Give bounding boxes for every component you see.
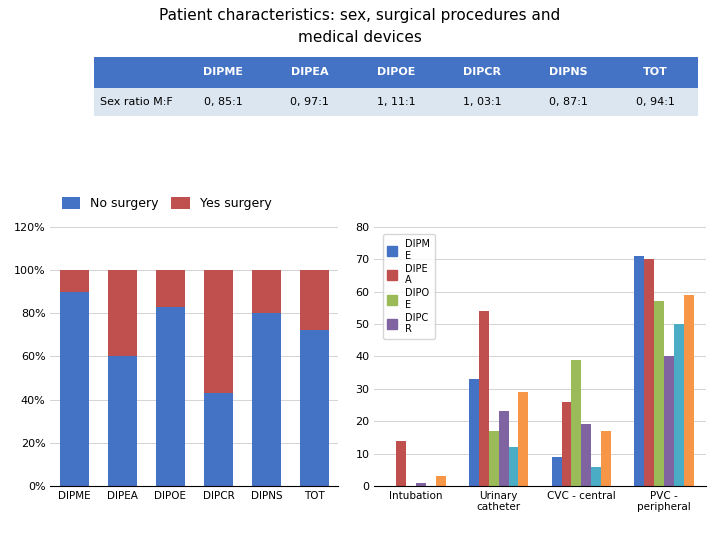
Bar: [396, 441, 406, 486]
Text: 1, 11:1: 1, 11:1: [377, 97, 415, 107]
Bar: [266, 57, 353, 88]
Text: DIPEA: DIPEA: [291, 68, 328, 77]
Bar: [266, 88, 353, 116]
Bar: [612, 57, 698, 88]
Bar: [601, 431, 611, 486]
Bar: [108, 356, 137, 486]
Bar: [252, 313, 281, 486]
Bar: [582, 424, 591, 486]
Text: DIPOE: DIPOE: [377, 68, 415, 77]
Bar: [180, 88, 266, 116]
Text: medical devices: medical devices: [298, 30, 422, 45]
Bar: [204, 270, 233, 393]
Bar: [654, 301, 665, 486]
Bar: [108, 270, 137, 356]
Bar: [526, 57, 612, 88]
Bar: [612, 88, 698, 116]
Bar: [156, 270, 185, 307]
Bar: [634, 256, 644, 486]
Bar: [60, 292, 89, 486]
Bar: [60, 270, 89, 292]
Text: TOT: TOT: [643, 68, 667, 77]
Bar: [94, 57, 180, 88]
Bar: [591, 467, 601, 486]
Bar: [644, 259, 654, 486]
Bar: [204, 393, 233, 486]
Bar: [156, 307, 185, 486]
Bar: [498, 411, 508, 486]
Text: Patient characteristics: sex, surgical procedures and: Patient characteristics: sex, surgical p…: [159, 8, 561, 23]
Text: 0, 87:1: 0, 87:1: [549, 97, 588, 107]
Bar: [436, 476, 446, 486]
Bar: [252, 270, 281, 313]
Bar: [94, 88, 180, 116]
Bar: [479, 311, 489, 486]
Bar: [518, 392, 528, 486]
Bar: [665, 356, 674, 486]
Legend: No surgery, Yes surgery: No surgery, Yes surgery: [57, 192, 277, 215]
Text: 0, 94:1: 0, 94:1: [636, 97, 675, 107]
Bar: [353, 57, 439, 88]
Bar: [353, 88, 439, 116]
Bar: [489, 431, 498, 486]
Bar: [562, 402, 572, 486]
Text: DIPME: DIPME: [203, 68, 243, 77]
Bar: [416, 483, 426, 486]
Bar: [180, 57, 266, 88]
Bar: [469, 379, 479, 486]
Bar: [300, 270, 329, 330]
Text: DIPCR: DIPCR: [464, 68, 501, 77]
Text: 0, 97:1: 0, 97:1: [290, 97, 329, 107]
Bar: [526, 88, 612, 116]
Bar: [508, 447, 518, 486]
Bar: [300, 330, 329, 486]
Text: 1, 03:1: 1, 03:1: [463, 97, 502, 107]
Bar: [684, 295, 694, 486]
Legend: DIPM
E, DIPE
A, DIPO
E, DIPC
R: DIPM E, DIPE A, DIPO E, DIPC R: [382, 234, 435, 339]
Bar: [439, 88, 526, 116]
Text: 0, 85:1: 0, 85:1: [204, 97, 243, 107]
Bar: [674, 324, 684, 486]
Bar: [439, 57, 526, 88]
Text: DIPNS: DIPNS: [549, 68, 588, 77]
Bar: [572, 360, 582, 486]
Text: Sex ratio M:F: Sex ratio M:F: [100, 97, 174, 107]
Bar: [552, 457, 562, 486]
